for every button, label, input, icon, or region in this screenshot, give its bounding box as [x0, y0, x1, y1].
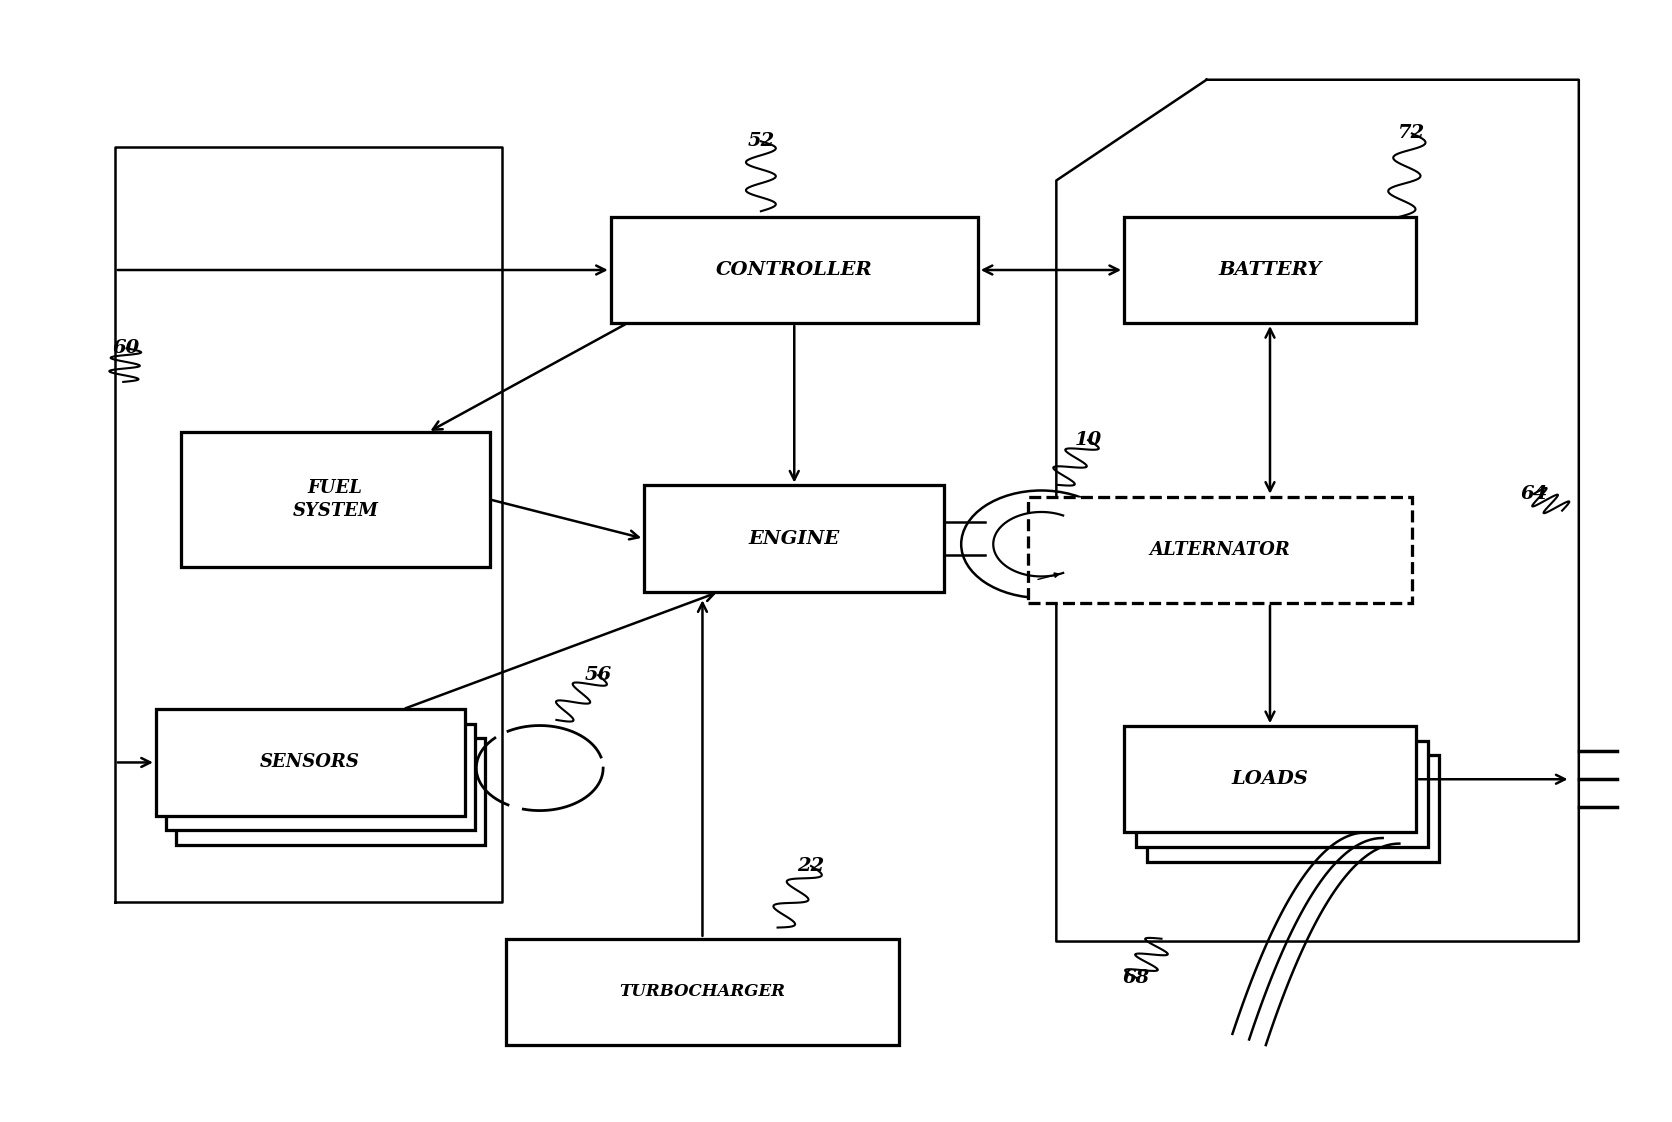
Text: TURBOCHARGER: TURBOCHARGER — [619, 983, 786, 1001]
FancyBboxPatch shape — [1135, 741, 1428, 847]
Text: 64: 64 — [1520, 485, 1547, 503]
FancyBboxPatch shape — [644, 486, 945, 591]
FancyBboxPatch shape — [166, 724, 475, 830]
Text: CONTROLLER: CONTROLLER — [716, 261, 873, 279]
Text: ENGINE: ENGINE — [749, 530, 839, 548]
Text: LOADS: LOADS — [1232, 770, 1309, 789]
Text: 60: 60 — [114, 339, 140, 357]
Text: ALTERNATOR: ALTERNATOR — [1150, 541, 1291, 559]
FancyBboxPatch shape — [507, 939, 898, 1045]
Text: BATTERY: BATTERY — [1219, 261, 1321, 279]
FancyBboxPatch shape — [181, 432, 490, 567]
FancyBboxPatch shape — [1124, 726, 1416, 833]
FancyBboxPatch shape — [176, 738, 485, 845]
Text: 52: 52 — [747, 132, 774, 150]
Text: 68: 68 — [1124, 969, 1150, 987]
Text: 22: 22 — [798, 857, 824, 875]
Text: 72: 72 — [1398, 125, 1426, 142]
Text: 10: 10 — [1075, 431, 1102, 449]
FancyBboxPatch shape — [610, 217, 978, 323]
FancyBboxPatch shape — [1147, 755, 1440, 862]
FancyBboxPatch shape — [1124, 217, 1416, 323]
Text: 56: 56 — [585, 666, 612, 684]
FancyBboxPatch shape — [1028, 497, 1411, 603]
Text: SENSORS: SENSORS — [261, 754, 359, 772]
FancyBboxPatch shape — [155, 709, 465, 816]
Text: FUEL
SYSTEM: FUEL SYSTEM — [293, 479, 378, 519]
